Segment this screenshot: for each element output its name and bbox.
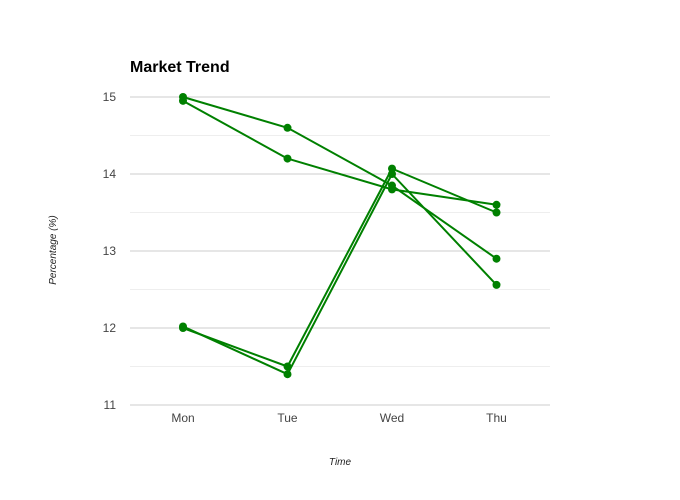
x-axis-label: Time [329, 457, 352, 468]
y-tick-labels: 11 12 13 14 15 [103, 90, 117, 412]
series-line [182, 173, 498, 376]
data-point [179, 322, 187, 331]
chart-title: Market Trend [130, 59, 230, 76]
series-3 [179, 164, 501, 371]
series-4 [179, 170, 501, 379]
series-2 [179, 96, 501, 209]
y-tick-label: 12 [103, 321, 117, 335]
x-tick-label: Tue [277, 411, 298, 425]
data-point [388, 170, 396, 178]
data-point [179, 96, 187, 105]
y-tick-label: 14 [103, 167, 117, 181]
x-tick-label: Thu [486, 411, 507, 425]
data-point [388, 185, 396, 194]
x-tick-label: Wed [380, 411, 404, 425]
data-point [492, 208, 501, 217]
y-tick-label: 11 [104, 398, 117, 412]
series-line [182, 167, 497, 368]
data-point [283, 123, 292, 132]
series-layer [179, 93, 501, 379]
data-point [283, 370, 292, 379]
data-point [283, 154, 292, 163]
y-axis-label: Percentage (%) [48, 215, 59, 284]
series-line [182, 99, 497, 206]
grid-lines [130, 96, 550, 406]
y-tick-label: 15 [103, 90, 117, 104]
series-line [182, 96, 498, 260]
y-tick-label: 13 [103, 244, 117, 258]
data-point [492, 200, 501, 209]
x-tick-labels: Mon Tue Wed Thu [171, 411, 507, 425]
x-tick-label: Mon [171, 411, 194, 425]
data-point [492, 254, 501, 263]
data-point [492, 280, 501, 289]
